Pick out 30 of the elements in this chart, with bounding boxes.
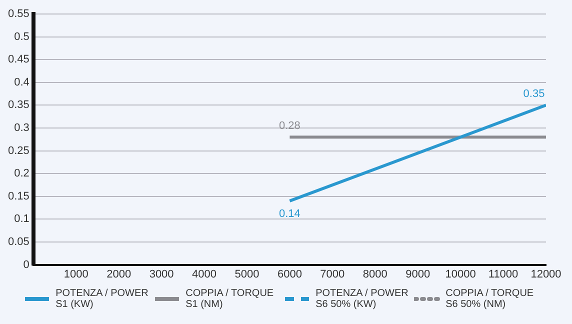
y-tick-label: 0.35 — [8, 99, 30, 112]
x-tick-label: 1000 — [64, 268, 88, 280]
x-tick-label: 7000 — [320, 268, 345, 280]
y-tick-label: 0.1 — [14, 213, 30, 226]
legend-label: COPPIA / TORQUE S1 (NM) — [186, 288, 275, 310]
y-tick-label: 0.15 — [8, 190, 30, 202]
x-tick-label: 12000 — [530, 268, 562, 280]
legend-label: POTENZA / POWER S6 50% (KW) — [316, 288, 410, 310]
x-tick-label: 11000 — [488, 268, 518, 280]
y-tick-label: 0.25 — [8, 144, 30, 157]
x-tick-label: 10000 — [445, 268, 476, 280]
legend-label: COPPIA / TORQUE S6 50% (NM) — [446, 288, 535, 310]
x-tick-label: 8000 — [362, 268, 388, 280]
x-tick-label: 5000 — [234, 268, 260, 280]
y-tick-label: 0.55 — [8, 8, 30, 20]
y-tick-label: 0.3 — [14, 122, 30, 134]
x-tick-label: 6000 — [277, 268, 302, 280]
x-tick-label: 4000 — [192, 268, 217, 280]
y-tick-label: 0.05 — [8, 236, 30, 248]
y-tick-label: 0 — [23, 258, 30, 271]
x-tick-label: 2000 — [106, 268, 132, 280]
legend-label: POTENZA / POWER S1 (KW) — [56, 288, 150, 310]
y-tick-label: 0.2 — [14, 168, 30, 180]
data-label: 0.14 — [278, 208, 300, 220]
data-label: 0.35 — [523, 88, 545, 100]
y-tick-label: 0.5 — [14, 30, 30, 43]
y-tick-label: 0.4 — [14, 76, 30, 88]
x-tick-label: 3000 — [149, 268, 174, 280]
y-tick-label: 0.45 — [8, 54, 30, 66]
x-tick-label: 9000 — [406, 268, 430, 280]
